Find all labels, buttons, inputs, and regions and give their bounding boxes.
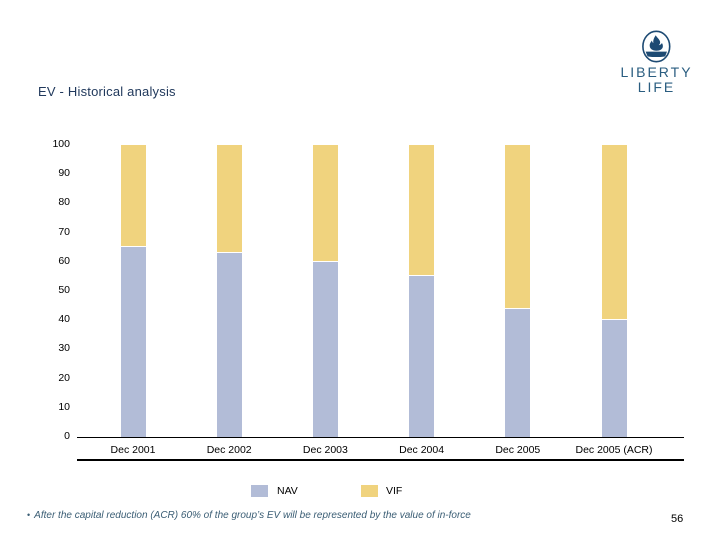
bar-segment-nav xyxy=(505,308,531,437)
legend-label-vif: VIF xyxy=(386,485,403,497)
footnote: • After the capital reduction (ACR) 60% o… xyxy=(27,510,647,521)
x-axis-label: Dec 2003 xyxy=(302,444,348,456)
bar-segment-nav xyxy=(312,261,338,437)
x-axis-label: Dec 2005 (ACR) xyxy=(575,444,653,456)
x-axis-label: Dec 2002 xyxy=(206,444,252,456)
bar-segment-vif xyxy=(505,145,531,309)
x-axis-line xyxy=(77,436,684,438)
legend-swatch-nav xyxy=(251,485,268,497)
y-tick-label: 40 xyxy=(58,313,70,326)
bar-segment-vif xyxy=(120,145,146,248)
y-tick-label: 60 xyxy=(58,254,70,267)
legend-swatch-vif xyxy=(361,485,378,497)
bar-segment-nav xyxy=(216,253,242,437)
x-axis-label: Dec 2001 xyxy=(110,444,156,456)
y-tick-label: 0 xyxy=(64,430,70,442)
bar-segment-vif xyxy=(601,145,627,321)
y-tick-label: 100 xyxy=(52,138,70,150)
page-title: EV - Historical analysis xyxy=(38,84,176,99)
y-tick-label: 70 xyxy=(58,225,70,238)
bar-segment-vif xyxy=(312,145,338,262)
x-axis-label: Dec 2004 xyxy=(399,444,445,456)
bar-segment-nav xyxy=(409,276,435,437)
category-axis-underline xyxy=(77,459,684,461)
y-tick-label: 80 xyxy=(58,196,70,209)
y-tick-label: 50 xyxy=(58,284,70,296)
bar-segment-vif xyxy=(409,145,435,277)
footnote-bullet: • xyxy=(27,510,31,520)
legend-label-nav: NAV xyxy=(277,485,298,497)
y-tick-label: 90 xyxy=(58,167,70,180)
x-axis-label: Dec 2005 xyxy=(495,444,541,456)
footnote-text: After the capital reduction (ACR) 60% of… xyxy=(34,510,471,521)
bar-segment-nav xyxy=(120,247,146,437)
bar-segment-nav xyxy=(601,320,627,437)
bar-segment-vif xyxy=(216,145,242,254)
y-tick-label: 10 xyxy=(58,400,70,413)
page-number: 56 xyxy=(671,513,684,525)
y-tick-label: 30 xyxy=(58,342,70,355)
flame-in-oval-icon xyxy=(642,30,671,63)
logo-text-liberty: LIBERTY xyxy=(620,64,693,80)
logo-text-life: LIFE xyxy=(637,79,676,95)
y-tick-label: 20 xyxy=(58,371,70,384)
